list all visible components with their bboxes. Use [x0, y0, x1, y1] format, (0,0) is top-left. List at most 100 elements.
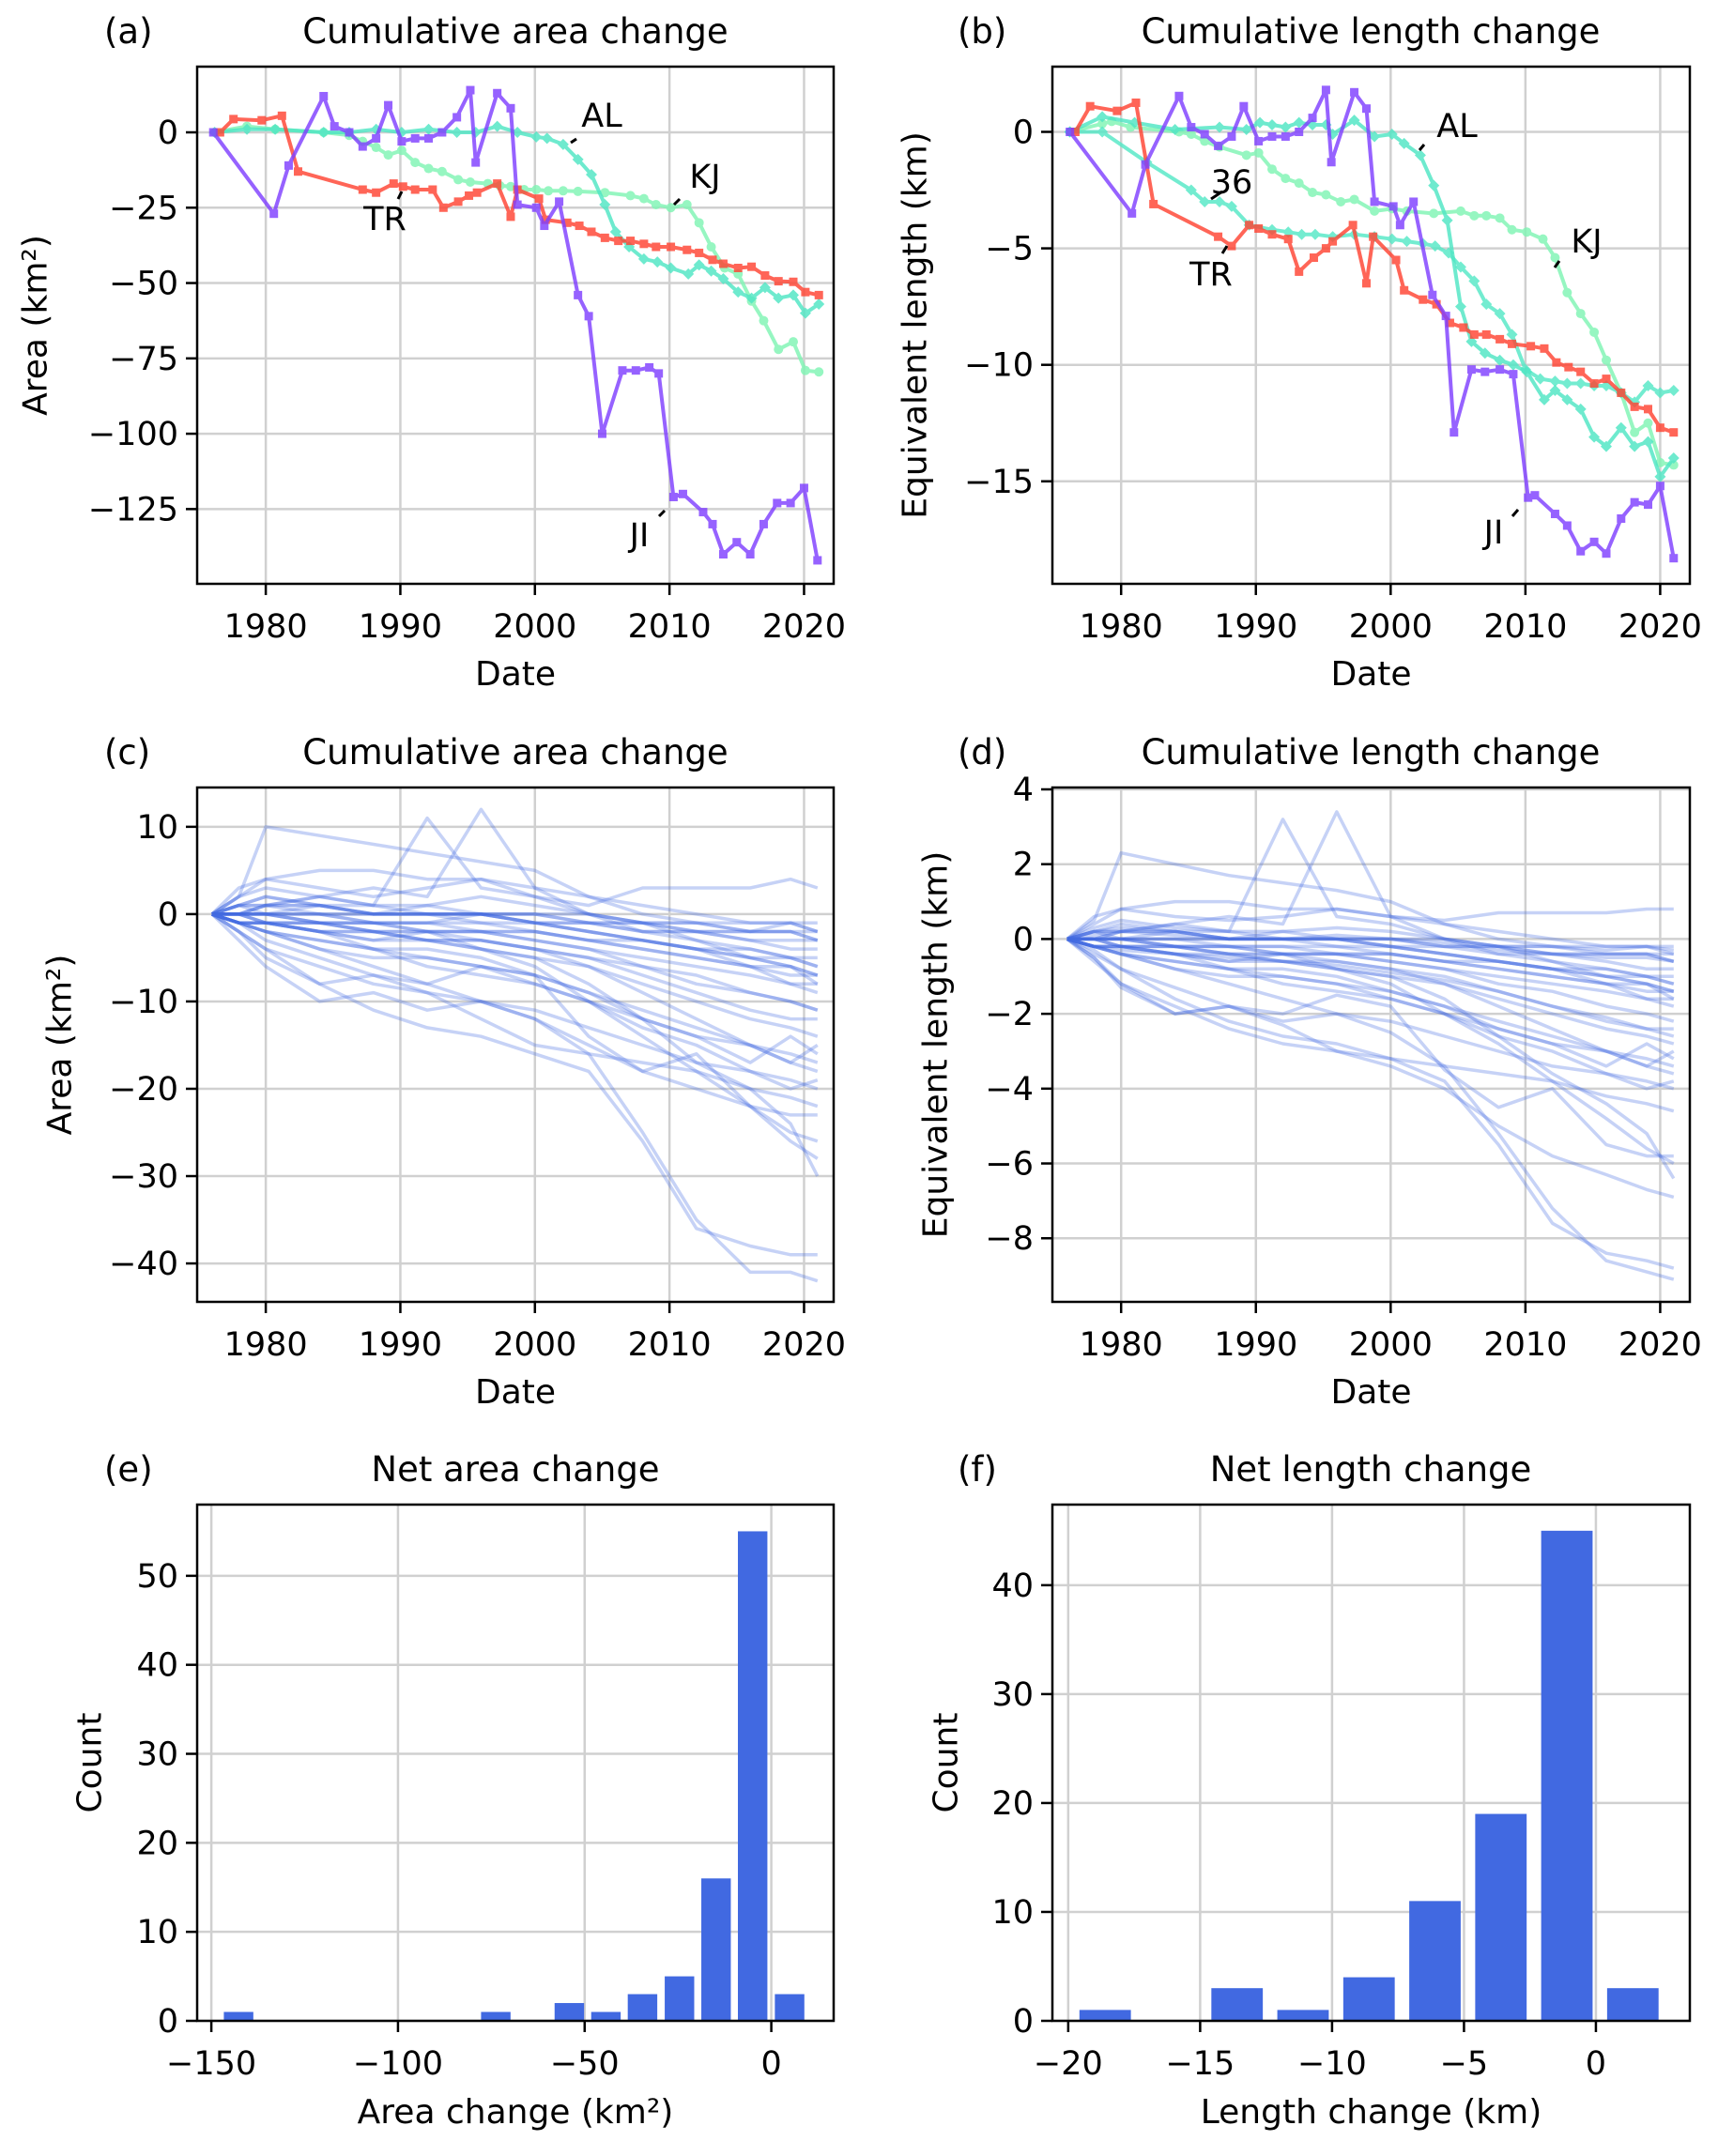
marker-square [1496, 334, 1505, 344]
marker-square [639, 239, 649, 249]
marker-diamond [541, 132, 553, 145]
marker-diamond [1414, 149, 1426, 161]
glacier-series-line [211, 903, 818, 942]
marker-square [1245, 221, 1254, 230]
marker-square [645, 362, 654, 372]
y-tick-label: −125 [88, 491, 178, 528]
marker-circle [1630, 427, 1640, 437]
axes-frame [1051, 786, 1692, 1304]
marker-diamond [1588, 431, 1601, 443]
marker-square [1295, 267, 1304, 276]
x-axis-label: Date [1330, 1373, 1411, 1412]
glacier-series-line [1066, 850, 1675, 963]
marker-square [1149, 199, 1158, 208]
marker-circle [1349, 194, 1359, 205]
glacier-series-line [1066, 810, 1675, 1001]
marker-square [1655, 482, 1664, 491]
glacier-series-line [211, 895, 819, 995]
marker-square [1066, 127, 1075, 136]
marker-square [294, 167, 303, 176]
marker-square [799, 483, 808, 493]
marker-diamond [1225, 200, 1237, 212]
marker-square [1295, 127, 1304, 136]
marker-diamond [512, 126, 524, 138]
panel-f: −20 −15 −10 −5 0 0 10 20 30 40 Net length change (f… [928, 1449, 1692, 2132]
marker-circle [423, 163, 434, 174]
marker-square [1643, 500, 1652, 510]
glacier-series-line [1066, 938, 1675, 1200]
marker-diamond [609, 225, 621, 237]
glacier-series-line [211, 912, 819, 1012]
marker-square [668, 493, 678, 502]
y-tick-label: −6 [985, 1146, 1034, 1184]
marker-square [1361, 279, 1371, 288]
series-JI [1066, 85, 1679, 563]
panel-label: (c) [104, 732, 150, 772]
marker-square [1267, 131, 1277, 141]
marker-circle [1455, 206, 1465, 216]
glacier-series-line [1066, 937, 1675, 1270]
glacier-series-line [210, 825, 819, 942]
glacier-series-line [1066, 937, 1675, 1023]
y-tick-label: −4 [985, 1071, 1034, 1109]
glacier-series-line [211, 912, 819, 1283]
histogram-bar [1277, 2010, 1329, 2021]
marker-square [562, 218, 572, 227]
marker-square [708, 519, 717, 528]
marker-diamond [1254, 116, 1266, 129]
marker-diamond [813, 298, 825, 311]
marker-diamond [1369, 130, 1381, 143]
glacier-series-line [1066, 937, 1674, 1001]
annotation-label: KJ [689, 159, 720, 196]
series-line-AL [214, 124, 821, 315]
marker-square [1526, 342, 1536, 351]
marker-diamond [530, 130, 543, 143]
series-line-JI [1068, 87, 1676, 559]
glacier-series-line [1066, 937, 1674, 979]
x-tick-label: 1980 [224, 608, 308, 646]
marker-square [1409, 197, 1419, 206]
marker-diamond [773, 292, 785, 304]
x-tick-label: 1990 [359, 608, 442, 646]
marker-diamond [269, 123, 282, 135]
marker-diamond [745, 292, 758, 304]
marker-square [618, 366, 627, 375]
annotation-leader [1210, 190, 1223, 201]
marker-square [1388, 202, 1398, 211]
marker-square [513, 200, 522, 209]
x-tick-label: −150 [166, 2045, 256, 2083]
marker-diamond [1494, 308, 1506, 320]
marker-diamond [732, 286, 744, 298]
marker-square [397, 137, 406, 146]
glacier-series-line [1066, 937, 1675, 1038]
marker-square [1174, 91, 1184, 100]
y-tick-label: −25 [109, 190, 178, 227]
marker-circle [383, 150, 393, 161]
marker-circle [759, 315, 769, 326]
marker-square [1589, 537, 1599, 546]
glacier-series-line [1066, 937, 1674, 1031]
marker-diamond [1348, 115, 1360, 127]
glacier-series-line [1066, 907, 1674, 940]
marker-circle [814, 367, 824, 377]
glacier-series-line [1066, 937, 1674, 956]
marker-circle [1281, 174, 1291, 184]
marker-square [1508, 339, 1517, 348]
marker-square [1400, 285, 1409, 295]
x-tick-label: 2020 [1618, 1326, 1702, 1364]
marker-square [760, 271, 770, 281]
marker-square [471, 158, 481, 167]
marker-square [626, 237, 636, 246]
marker-square [506, 103, 515, 113]
histogram-bar [1541, 1530, 1593, 2021]
series-TR [1070, 98, 1679, 437]
annotation-leader [672, 197, 682, 206]
y-tick-label: 40 [991, 1567, 1034, 1605]
glacier-series-line [1066, 818, 1675, 986]
marker-circle [396, 145, 406, 156]
marker-diamond [1265, 119, 1278, 131]
marker-square [773, 498, 782, 508]
marker-diamond [1667, 451, 1680, 464]
annotation-label: JI [628, 517, 650, 555]
marker-square [774, 277, 783, 286]
